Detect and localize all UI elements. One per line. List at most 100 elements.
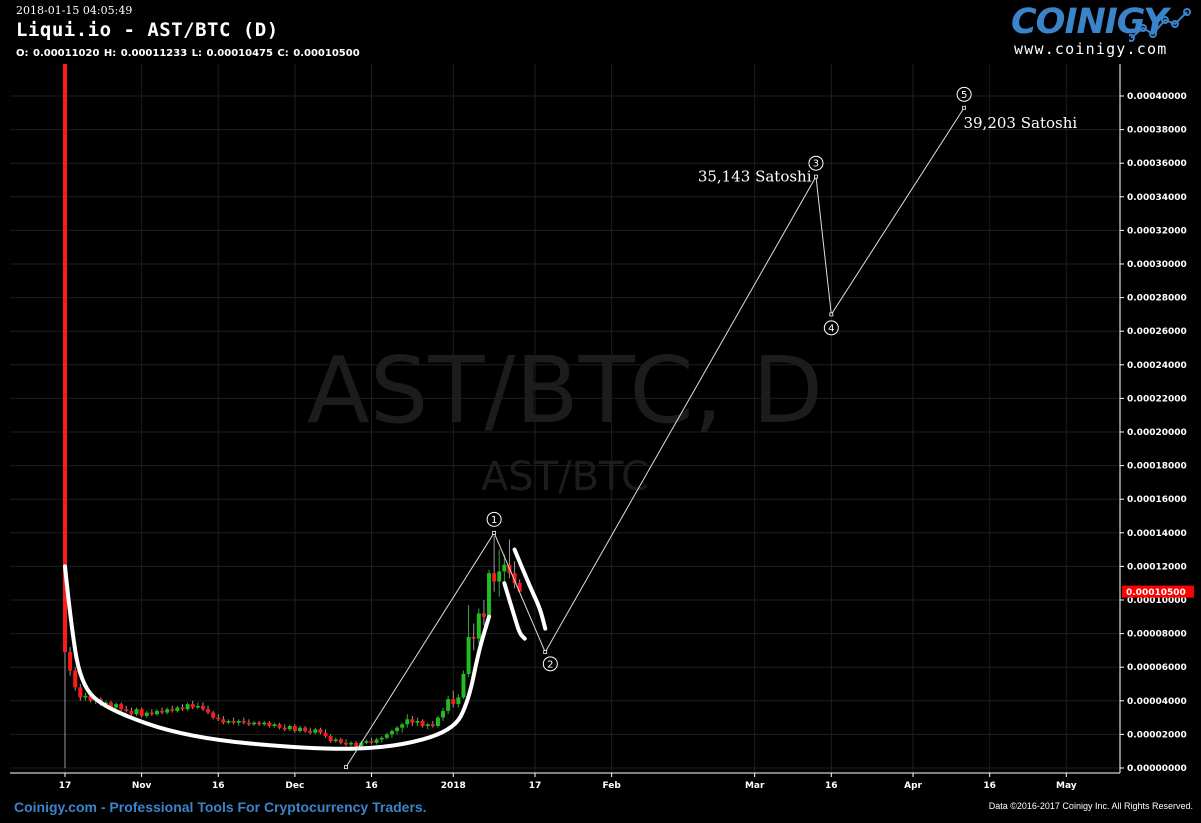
candle-body xyxy=(231,720,236,723)
candle-body xyxy=(359,742,364,747)
y-tick-label: 0.00030000 xyxy=(1127,260,1187,270)
satoshi-annotation: 39,203 Satoshi xyxy=(963,114,1077,132)
candle-body xyxy=(369,741,374,743)
candle-body xyxy=(298,727,302,732)
y-tick-label: 0.00014000 xyxy=(1127,529,1187,539)
candle-body xyxy=(456,697,461,705)
y-tick-label: 0.00000000 xyxy=(1127,764,1187,774)
wave-label-num: 5 xyxy=(961,90,967,101)
x-tick-label: 16 xyxy=(212,781,225,791)
candle-body xyxy=(333,739,338,742)
wave-label-num: 4 xyxy=(828,323,834,334)
wave-path-line xyxy=(345,107,965,768)
x-tick-label: Feb xyxy=(602,781,621,791)
y-tick-label: 0.00024000 xyxy=(1127,361,1187,371)
candle-body xyxy=(287,726,292,730)
candle-body xyxy=(446,699,451,711)
candle-body xyxy=(78,687,83,698)
candle-body xyxy=(175,707,180,711)
chart-grid xyxy=(10,64,1120,773)
wave-label-circle xyxy=(956,86,972,102)
ohlc-open-value: 0.00011020 xyxy=(32,48,100,59)
chart-axes xyxy=(10,64,1121,774)
y-tick-label: 0.00026000 xyxy=(1127,327,1187,337)
candle-body xyxy=(144,712,149,716)
price-tag-label: 0.00010500 xyxy=(1126,588,1186,598)
x-tick-label: 17 xyxy=(529,781,542,791)
x-tick-label: Mar xyxy=(745,781,765,791)
candle-body xyxy=(277,724,282,728)
wave-label-num: 3 xyxy=(813,159,819,170)
watermark-main: AST/BTC, D xyxy=(307,337,823,444)
candle-body xyxy=(211,712,216,718)
candle-body xyxy=(512,573,517,584)
x-tick-label: May xyxy=(1056,781,1077,791)
x-tick-label: 2018 xyxy=(441,781,466,791)
candle-body xyxy=(252,722,257,725)
candle-body xyxy=(149,712,154,715)
candle-body xyxy=(236,720,241,723)
candle-body xyxy=(451,699,456,705)
candle-body xyxy=(517,582,522,592)
y-tick-label: 0.00006000 xyxy=(1127,663,1187,673)
candle-body xyxy=(170,709,175,711)
candle-body xyxy=(165,709,170,713)
candle-body xyxy=(257,722,262,725)
candle-body xyxy=(343,742,348,745)
candle-body xyxy=(108,702,113,708)
candle-body xyxy=(272,724,277,726)
candle-body xyxy=(349,742,354,745)
x-tick-label: 17 xyxy=(59,781,72,791)
candle-body xyxy=(68,652,73,671)
candle-body xyxy=(63,64,67,653)
footer-tagline[interactable]: Coinigy.com - Professional Tools For Cry… xyxy=(14,799,427,815)
y-tick-label: 0.00036000 xyxy=(1127,159,1187,169)
candle-body xyxy=(405,719,410,725)
price-tag-bg xyxy=(1122,585,1194,598)
ohlc-high-value: 0.00011233 xyxy=(120,48,188,59)
wave-point xyxy=(543,650,548,654)
candle-body xyxy=(374,739,379,743)
candle-body xyxy=(103,702,108,705)
candle-body xyxy=(364,741,369,743)
logo-brand: COINIGY xyxy=(1011,2,1168,42)
x-tick-label: 16 xyxy=(983,781,996,791)
y-tick-label: 0.00016000 xyxy=(1127,495,1187,505)
candle-body xyxy=(241,720,246,723)
ohlc-high-label: H: xyxy=(103,48,117,59)
candle-body xyxy=(226,720,231,723)
wave-label-num: 1 xyxy=(491,515,497,526)
candle-body xyxy=(190,704,195,708)
candle-body xyxy=(303,727,308,732)
candle-body xyxy=(154,710,159,715)
y-tick-label: 0.00002000 xyxy=(1127,730,1187,740)
wave-label-circle xyxy=(808,155,824,171)
candle-body xyxy=(160,710,165,713)
ohlc-low-value: 0.00010475 xyxy=(206,48,273,59)
last-price-tag: 0.00010500 xyxy=(1122,585,1194,598)
wave-label-circle xyxy=(542,656,558,672)
satoshi-annotation: 35,143 Satoshi xyxy=(698,168,812,186)
ohlc-open-label: O: xyxy=(16,48,29,59)
candle-body xyxy=(415,720,420,723)
candle-body xyxy=(502,564,507,572)
candle-body xyxy=(83,695,88,698)
candle-body xyxy=(441,710,446,718)
candle-body xyxy=(206,709,211,713)
candle-body xyxy=(420,720,425,726)
chart-title: Liqui.io - AST/BTC (D) xyxy=(16,19,279,41)
candle-body xyxy=(410,719,415,723)
candle-body xyxy=(497,571,502,582)
ohlc-close-label: C: xyxy=(277,48,289,59)
ohlc-low-label: L: xyxy=(191,48,203,59)
candle-body xyxy=(73,670,78,688)
candle-body xyxy=(435,717,440,726)
watermark-sub: AST/BTC xyxy=(481,454,649,500)
wave-label-num: 2 xyxy=(547,659,553,670)
chart-timestamp: 2018-01-15 04:05:49 xyxy=(16,4,133,17)
x-tick-label: 16 xyxy=(825,781,838,791)
candle-body xyxy=(430,724,435,726)
candle-body xyxy=(114,704,119,708)
hand-drawn-strokes xyxy=(63,547,548,751)
